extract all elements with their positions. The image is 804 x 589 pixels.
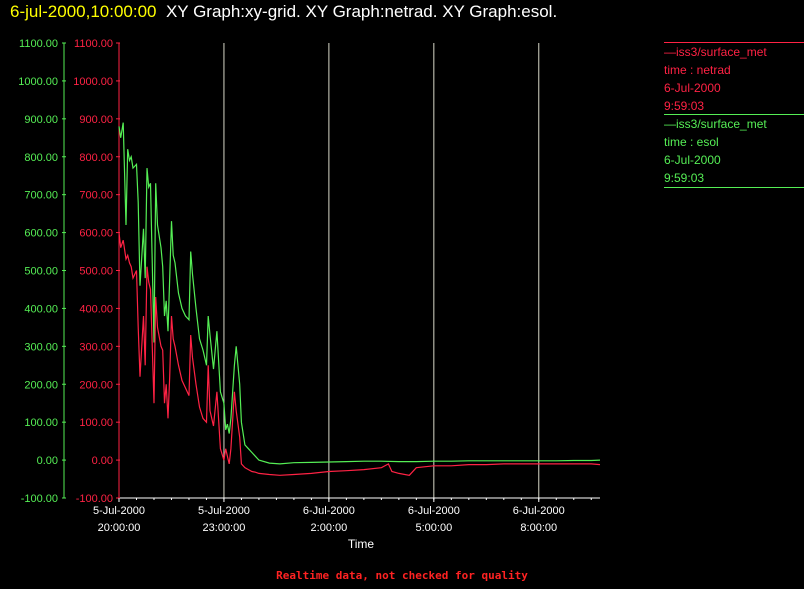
series-line-esol bbox=[118, 122, 601, 465]
y-tick-label: 100.00 bbox=[79, 417, 113, 429]
legend-time: 9:59:03 bbox=[664, 99, 705, 113]
y-tick-label: 1100.00 bbox=[19, 38, 58, 50]
y-tick-label: 0.00 bbox=[37, 455, 58, 467]
legend-variable: time : esol bbox=[664, 135, 719, 149]
y-tick-label: 700.00 bbox=[79, 190, 113, 202]
y-tick-label: 1000.00 bbox=[18, 76, 58, 88]
x-tick-label: 5-Jul-2000 bbox=[93, 505, 145, 517]
series-line-netrad bbox=[118, 232, 601, 476]
x-tick-label: 8:00:00 bbox=[520, 522, 557, 534]
legend-variable: time : netrad bbox=[664, 63, 731, 77]
y-tick-label: 900.00 bbox=[79, 114, 113, 126]
legend-esol: —iss3/surface_met time : esol 6-Jul-2000… bbox=[664, 114, 804, 188]
x-tick-label: 6-Jul-2000 bbox=[303, 505, 355, 517]
axes bbox=[62, 42, 600, 502]
x-tick-label: 6-Jul-2000 bbox=[513, 505, 565, 517]
y-tick-label: 800.00 bbox=[79, 152, 113, 164]
y-tick-label: 600.00 bbox=[79, 228, 113, 240]
y-tick-label: 900.00 bbox=[24, 114, 58, 126]
legend-date: 6-Jul-2000 bbox=[664, 81, 721, 95]
x-tick-label: 2:00:00 bbox=[311, 522, 348, 534]
y-tick-label: 400.00 bbox=[79, 303, 113, 315]
x-tick-label: 6-Jul-2000 bbox=[408, 505, 460, 517]
y-tick-label: 500.00 bbox=[79, 266, 113, 278]
x-tick-label: 23:00:00 bbox=[203, 522, 246, 534]
chart-title: 6-jul-2000,10:00:00 XY Graph:xy-grid. XY… bbox=[10, 2, 557, 22]
y-tick-label: -100.00 bbox=[21, 493, 58, 505]
legend-rule bbox=[664, 42, 804, 43]
y-tick-label: 600.00 bbox=[24, 228, 58, 240]
legend-time: 9:59:03 bbox=[664, 171, 705, 185]
y-tick-label: 300.00 bbox=[79, 341, 113, 353]
y-axis-labels-green: -100.00 0.00 100.00 200.00 300.00 400.00 500.0… bbox=[18, 38, 58, 505]
y-tick-label: 0.00 bbox=[92, 455, 113, 467]
y-tick-label: -100.00 bbox=[76, 493, 113, 505]
y-tick-label: 200.00 bbox=[24, 379, 58, 391]
x-tick-label: 5:00:00 bbox=[415, 522, 452, 534]
y-tick-label: 500.00 bbox=[24, 266, 58, 278]
title-date: 6-jul-2000,10:00:00 bbox=[10, 2, 157, 21]
y-tick-label: 300.00 bbox=[24, 341, 58, 353]
title-graphs: XY Graph:xy-grid. XY Graph:netrad. XY Gr… bbox=[165, 2, 558, 21]
quality-notice: Realtime data, not checked for quality bbox=[276, 569, 528, 582]
y-tick-label: 800.00 bbox=[24, 152, 58, 164]
y-tick-label: 1100.00 bbox=[74, 38, 113, 50]
legend-source: —iss3/surface_met bbox=[664, 45, 767, 59]
y-tick-label: 100.00 bbox=[24, 417, 58, 429]
x-axis-labels: 5-Jul-2000 20:00:00 5-Jul-2000 23:00:00 6-Ju… bbox=[93, 505, 565, 534]
x-tick-label: 20:00:00 bbox=[98, 522, 141, 534]
grid-lines bbox=[223, 43, 540, 498]
x-axis-title: Time bbox=[348, 537, 375, 551]
y-axis-labels-red: -100.00 0.00 100.00 200.00 300.00 400.00 500.0… bbox=[73, 38, 113, 505]
legend-source: —iss3/surface_met bbox=[664, 117, 767, 131]
legend-netrad: —iss3/surface_met time : netrad 6-Jul-20… bbox=[664, 42, 804, 115]
legend-rule bbox=[664, 187, 804, 188]
y-tick-label: 1000.00 bbox=[73, 76, 113, 88]
y-tick-label: 700.00 bbox=[24, 190, 58, 202]
legend-date: 6-Jul-2000 bbox=[664, 153, 721, 167]
y-tick-label: 200.00 bbox=[79, 379, 113, 391]
series-lines bbox=[118, 122, 601, 476]
x-tick-label: 5-Jul-2000 bbox=[198, 505, 250, 517]
y-tick-label: 400.00 bbox=[24, 303, 58, 315]
legend-rule bbox=[664, 114, 804, 115]
